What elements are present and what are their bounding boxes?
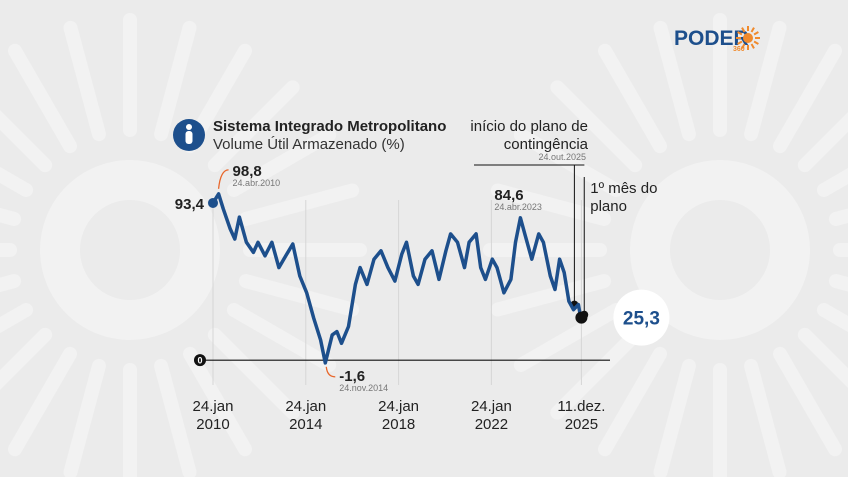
data-label-date: 24.abr.2023 xyxy=(494,202,542,212)
background-ray xyxy=(797,112,848,173)
background-ray xyxy=(63,358,106,477)
background-ray xyxy=(0,303,34,334)
brand-sub: 360 xyxy=(733,46,745,53)
start-point xyxy=(207,197,218,208)
background-ray xyxy=(550,80,643,173)
background-ray xyxy=(744,358,787,477)
background-ray xyxy=(154,20,197,142)
brand-sun-ray xyxy=(737,40,743,45)
data-label: 84,6 xyxy=(494,187,523,204)
background-ray xyxy=(0,274,22,293)
end-point xyxy=(575,311,588,324)
background-ray xyxy=(653,358,696,477)
background-ray xyxy=(8,346,77,457)
data-label: 98,8 xyxy=(233,163,262,180)
background-ray xyxy=(513,303,624,372)
brand-sun-ray xyxy=(737,31,743,36)
background-ray xyxy=(598,346,667,457)
background-ray xyxy=(238,183,360,226)
background-ray xyxy=(816,168,848,197)
data-label-date: 24.abr.2010 xyxy=(233,178,281,188)
data-label: -1,6 xyxy=(339,368,365,385)
background-ray xyxy=(513,128,624,197)
data-label-date: 24.nov.2014 xyxy=(339,383,388,393)
end-bubble xyxy=(613,289,670,346)
plan-label: início do plano de contingência xyxy=(470,118,588,153)
background-ray xyxy=(207,327,300,420)
annotation-arrow xyxy=(325,366,336,378)
background-ray xyxy=(598,43,667,154)
background-ray xyxy=(828,208,848,226)
brand-sun-ray xyxy=(750,27,755,33)
background-ray xyxy=(828,274,848,292)
plan-label: 1º mês do plano xyxy=(590,180,658,215)
brand-sun xyxy=(736,26,760,50)
zero-badge xyxy=(194,354,206,367)
plan-date: 24.out.2025 xyxy=(538,152,586,162)
background xyxy=(0,13,848,477)
title-icon-body xyxy=(185,131,193,144)
x-tick-label: 24.jan 2018 xyxy=(378,398,420,433)
x-tick-label: 11.dez. 2025 xyxy=(557,398,606,433)
background-ray xyxy=(238,274,360,317)
brand-sun-ray xyxy=(741,43,746,49)
series-line xyxy=(211,192,584,365)
y-tick-label: 0 xyxy=(197,356,202,366)
chart-title: Sistema Integrado Metropolitano xyxy=(213,118,446,135)
background-ray xyxy=(816,303,848,332)
background-ray xyxy=(490,274,612,317)
data-label: 25,3 xyxy=(623,309,660,330)
background-ray xyxy=(226,303,337,372)
brand-sun-ray xyxy=(741,27,746,33)
background-ray xyxy=(183,346,252,457)
background-ray xyxy=(8,43,77,154)
background-ray xyxy=(0,207,22,226)
background-ray xyxy=(0,327,53,390)
background-circle xyxy=(630,160,810,340)
background-circle xyxy=(40,160,220,340)
background-ray xyxy=(550,327,643,420)
background-ray xyxy=(773,43,842,154)
background-ray xyxy=(226,128,337,197)
chart-subtitle: Volume Útil Armazenado (%) xyxy=(213,136,405,153)
background-ray xyxy=(744,20,787,142)
background-ray xyxy=(63,20,106,142)
brand-sun-ray xyxy=(753,40,759,45)
title-icon-head xyxy=(186,124,192,130)
background-ray xyxy=(773,346,842,457)
data-label: 93,4 xyxy=(175,196,205,213)
background-ray xyxy=(653,20,696,142)
background-ray xyxy=(797,327,848,388)
background-ray xyxy=(490,183,612,226)
brand-sun-ray xyxy=(753,31,759,36)
background-ray xyxy=(0,166,34,197)
background-ray xyxy=(207,80,300,173)
x-tick-label: 24.jan 2014 xyxy=(285,398,327,433)
brand-sun-core xyxy=(743,33,753,43)
x-tick-label: 24.jan 2010 xyxy=(192,398,234,433)
x-tick-label: 24.jan 2022 xyxy=(470,398,512,433)
background-ray xyxy=(0,110,53,173)
brand-sun-ray xyxy=(750,43,755,49)
annotation-arrow xyxy=(217,169,229,189)
brand-name: PODER xyxy=(674,27,749,50)
background-ray xyxy=(154,358,197,477)
